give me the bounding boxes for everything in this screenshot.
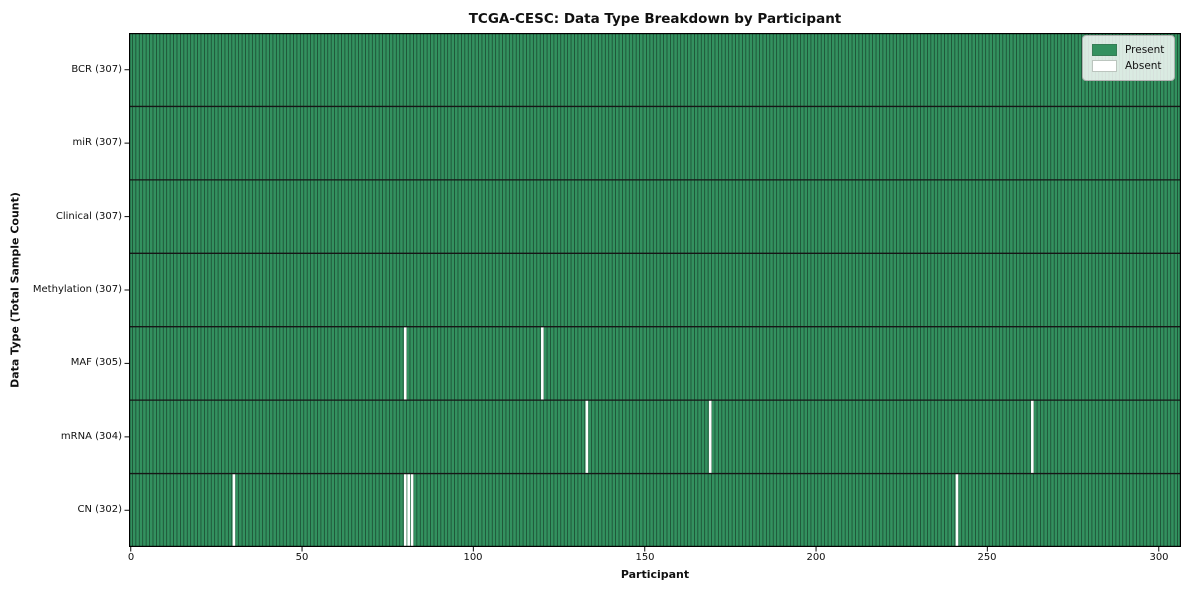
legend-item: Present — [1092, 42, 1164, 58]
legend-swatch-absent — [1092, 60, 1117, 72]
legend: Present Absent — [1082, 35, 1176, 81]
y-tick-label: miR (307) — [72, 137, 122, 148]
x-axis-label: Participant — [620, 568, 690, 581]
legend-item: Absent — [1092, 58, 1164, 74]
legend-label: Present — [1125, 44, 1165, 56]
x-tick-label: 50 — [295, 552, 309, 563]
legend-label: Absent — [1125, 60, 1162, 72]
y-tick-label: mRNA (304) — [60, 431, 122, 442]
legend-swatch-present — [1092, 44, 1117, 56]
y-tick-label: BCR (307) — [71, 64, 122, 75]
x-tick-label: 250 — [977, 552, 997, 563]
x-tick-label: 0 — [127, 552, 135, 563]
y-tick-label: Methylation (307) — [32, 284, 122, 295]
y-tick-label: Clinical (307) — [55, 211, 122, 222]
x-tick-label: 300 — [1149, 552, 1169, 563]
chart-title: TCGA-CESC: Data Type Breakdown by Partic… — [468, 11, 842, 27]
y-tick-label: MAF (305) — [70, 357, 122, 368]
x-tick-label: 200 — [806, 552, 826, 563]
x-tick-label: 150 — [635, 552, 655, 563]
x-tick-label: 100 — [463, 552, 483, 563]
y-tick-label: CN (302) — [77, 504, 122, 515]
